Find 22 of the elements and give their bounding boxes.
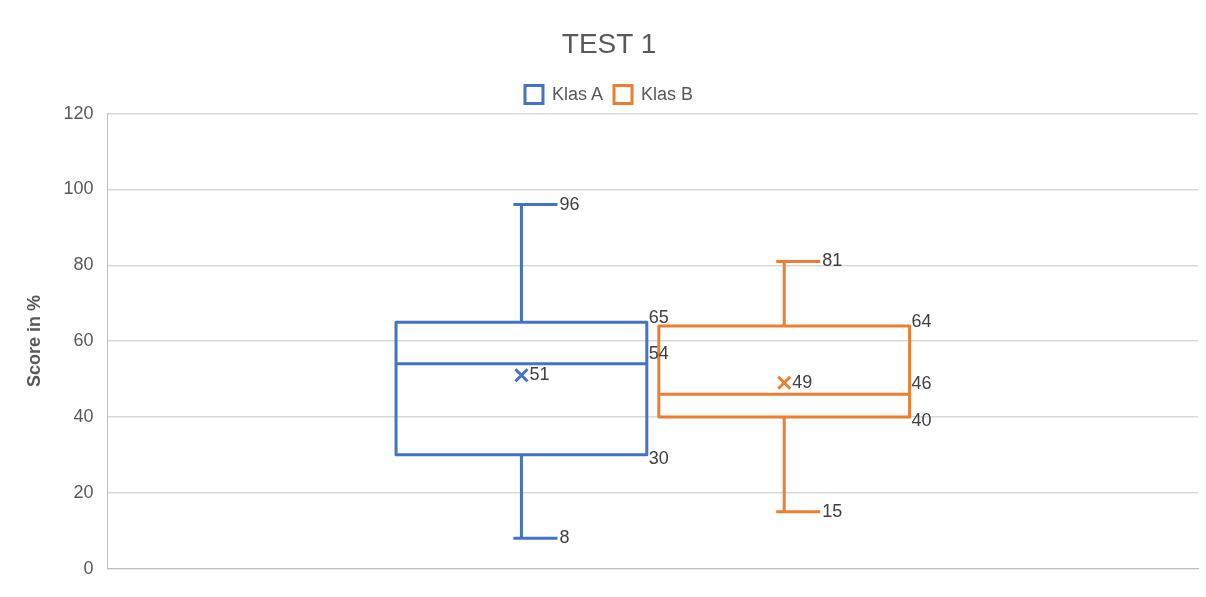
y-tick-label: 40 bbox=[73, 405, 94, 426]
y-axis-title: Score in % bbox=[23, 295, 44, 388]
annotation: 49 bbox=[792, 371, 813, 392]
chart-title: TEST 1 bbox=[561, 27, 657, 59]
annotation: 46 bbox=[911, 373, 932, 394]
y-tick-label: 120 bbox=[63, 102, 94, 123]
annotation: 40 bbox=[911, 409, 932, 430]
y-tick-label: 0 bbox=[83, 557, 94, 578]
y-tick-label: 20 bbox=[73, 481, 94, 502]
annotation: 51 bbox=[529, 364, 550, 385]
legend-label: Klas A bbox=[551, 83, 604, 104]
y-tick-label: 100 bbox=[63, 178, 94, 199]
annotation: 8 bbox=[559, 527, 570, 548]
annotation: 64 bbox=[911, 310, 932, 331]
annotation: 81 bbox=[822, 250, 843, 271]
annotation: 96 bbox=[559, 193, 580, 214]
y-tick-label: 60 bbox=[73, 330, 94, 351]
legend-label: Klas B bbox=[641, 83, 694, 104]
annotation: 65 bbox=[648, 307, 669, 328]
y-tick-label: 80 bbox=[73, 254, 94, 275]
annotation: 15 bbox=[822, 500, 843, 521]
annotation: 30 bbox=[648, 447, 669, 468]
